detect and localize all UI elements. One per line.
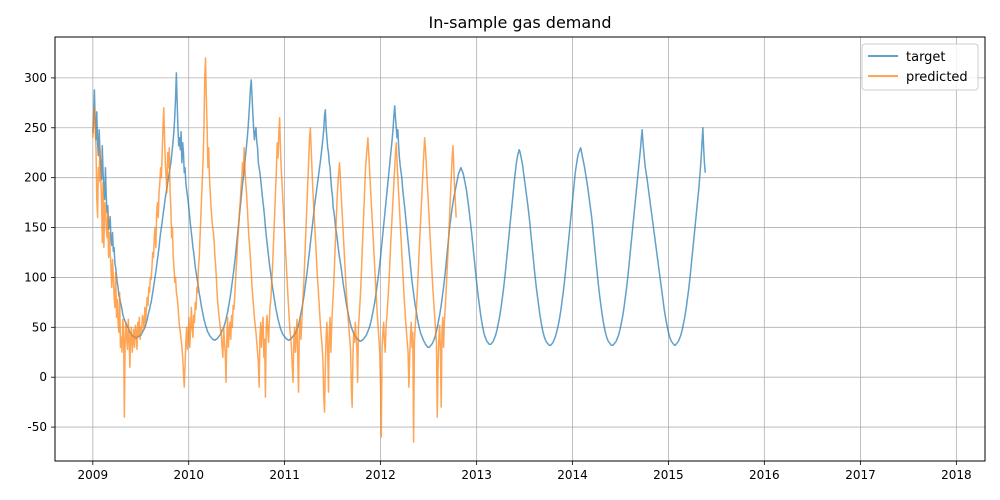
y-tick-label: 100	[24, 270, 47, 284]
x-tick-label: 2010	[173, 468, 204, 482]
x-tick-label: 2016	[749, 468, 780, 482]
y-tick-label: 50	[32, 320, 47, 334]
x-tick-label: 2013	[461, 468, 492, 482]
legend-label-target: target	[906, 50, 946, 65]
chart-title: In-sample gas demand	[429, 13, 612, 32]
y-tick-label: -50	[27, 420, 47, 434]
x-tick-label: 2011	[269, 468, 300, 482]
plot-frame	[54, 36, 986, 462]
x-tick-label: 2017	[845, 468, 876, 482]
series-line-predicted	[92, 57, 457, 443]
legend-label-predicted: predicted	[906, 70, 968, 85]
y-tick-label: 300	[24, 71, 47, 85]
grid	[55, 37, 985, 461]
series-line-target	[92, 72, 706, 349]
x-tick-label: 2014	[557, 468, 588, 482]
y-tick-label: 0	[39, 370, 47, 384]
y-tick-label: 150	[24, 221, 47, 235]
y-tick-label: 250	[24, 121, 47, 135]
x-tick-label: 2009	[78, 468, 109, 482]
legend: target predicted	[861, 43, 979, 91]
x-tick-label: 2018	[941, 468, 972, 482]
axis-ticks: 2009 2010 2011 2012 2013 2014 2015 2016 2017 2018…	[24, 71, 972, 482]
x-tick-label: 2012	[365, 468, 396, 482]
x-tick-label: 2015	[653, 468, 684, 482]
y-tick-label: 200	[24, 171, 47, 185]
series-layer	[92, 57, 706, 443]
